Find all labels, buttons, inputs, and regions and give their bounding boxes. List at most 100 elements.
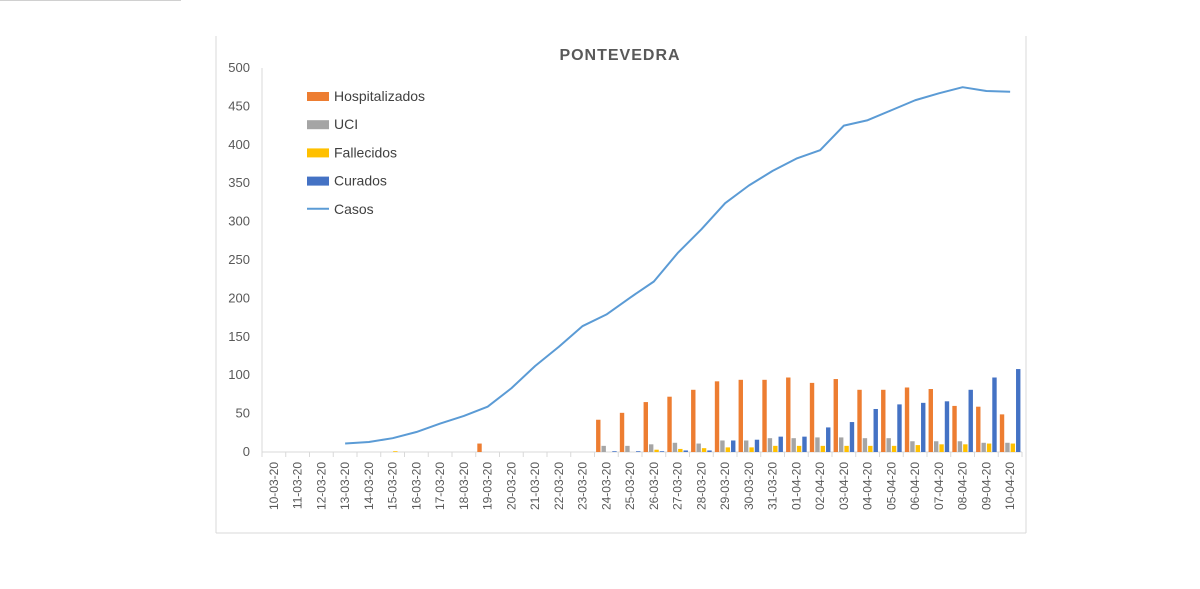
legend-label: Curados (334, 173, 387, 189)
x-tick-label: 17-03-20 (433, 462, 447, 510)
legend-swatch (307, 148, 329, 158)
bar-curados-06-04-20 (921, 402, 926, 452)
x-axis: 10-03-20 11-03-20 12-03-20 13-03-20 14-03-20… (261, 451, 1023, 510)
bar-uci-31-03-20 (767, 438, 773, 452)
bar-hospitalizados-03-04-20 (833, 379, 838, 452)
x-tick-label: 26-03-20 (647, 462, 661, 510)
bar-curados-03-04-20 (849, 422, 855, 452)
y-tick-label: 0 (243, 444, 250, 459)
bar-uci-25-03-20 (625, 445, 630, 452)
legend-item-uci: UCI (307, 116, 358, 132)
x-tick-label: 28-03-20 (694, 462, 708, 510)
y-tick-label: 300 (228, 214, 250, 229)
x-tick-label: 31-03-20 (766, 462, 780, 510)
legend-label: Fallecidos (334, 144, 397, 160)
bar-fallecidos-26-03-20 (654, 449, 659, 452)
bar-hospitalizados-19-03-20 (477, 443, 482, 452)
bar-curados-29-03-20 (731, 440, 736, 452)
bar-uci-27-03-20 (672, 442, 678, 452)
bar-uci-28-03-20 (696, 443, 701, 452)
bar-uci-06-04-20 (910, 441, 915, 452)
bar-hospitalizados-06-04-20 (904, 387, 910, 452)
bar-fallecidos-31-03-20 (773, 445, 778, 452)
bar-uci-08-04-20 (957, 441, 963, 452)
x-tick-label: 05-04-20 (884, 462, 898, 510)
bar-curados-28-03-20 (707, 450, 712, 452)
x-tick-label: 29-03-20 (718, 462, 732, 510)
x-tick-label: 19-03-20 (481, 462, 495, 510)
bar-uci-01-04-20 (791, 438, 796, 452)
bar-fallecidos-15-03-20 (393, 451, 398, 452)
legend-item-hospitalizados: Hospitalizados (307, 88, 425, 104)
bar-curados-30-03-20 (754, 439, 760, 452)
bar-fallecidos-01-04-20 (796, 445, 802, 452)
bar-curados-26-03-20 (659, 451, 665, 452)
legend-label: UCI (334, 116, 358, 132)
bar-curados-10-04-20 (1016, 369, 1021, 452)
y-tick-label: 200 (228, 290, 250, 305)
chart-border (216, 36, 1026, 533)
bar-fallecidos-04-04-20 (868, 445, 873, 452)
bar-hospitalizados-05-04-20 (881, 389, 886, 452)
y-tick-label: 400 (228, 137, 250, 152)
bar-uci-07-04-20 (933, 441, 939, 452)
x-tick-label: 14-03-20 (362, 462, 376, 510)
x-tick-label: 25-03-20 (623, 462, 637, 510)
bar-uci-03-04-20 (838, 437, 844, 452)
bar-uci-05-04-20 (886, 438, 891, 452)
x-tick-label: 12-03-20 (314, 462, 328, 510)
y-tick-label: 350 (228, 175, 250, 190)
bar-hospitalizados-28-03-20 (691, 389, 696, 452)
bar-series-group (393, 369, 1021, 452)
x-tick-label: 13-03-20 (338, 462, 352, 510)
x-tick-label: 21-03-20 (528, 462, 542, 510)
legend: Hospitalizados UCI Fallecidos Curados Casos (307, 88, 425, 217)
bar-fallecidos-03-04-20 (844, 445, 849, 452)
y-axis: 0 50 100 150 200 250 300 350 400 450 500 (228, 60, 263, 459)
bar-hospitalizados-04-04-20 (857, 389, 862, 452)
bar-fallecidos-28-03-20 (701, 448, 707, 452)
x-tick-label: 06-04-20 (908, 462, 922, 510)
bar-fallecidos-06-04-20 (915, 445, 921, 452)
bar-curados-08-04-20 (968, 389, 973, 452)
bar-curados-27-03-20 (683, 450, 688, 452)
legend-swatch (307, 176, 329, 186)
bar-curados-02-04-20 (826, 427, 831, 452)
x-tick-label: 20-03-20 (504, 462, 518, 510)
bar-curados-25-03-20 (636, 451, 641, 452)
bar-curados-01-04-20 (802, 436, 807, 452)
bar-uci-02-04-20 (815, 437, 820, 452)
legend-item-fallecidos: Fallecidos (307, 144, 397, 160)
x-tick-label: 24-03-20 (599, 462, 613, 510)
x-tick-label: 10-03-20 (267, 462, 281, 510)
line-series-group (345, 86, 1011, 445)
chart-title: PONTEVEDRA (559, 47, 680, 64)
x-tick-label: 11-03-20 (291, 462, 305, 509)
bar-curados-09-04-20 (992, 377, 997, 452)
bar-curados-24-03-20 (612, 451, 617, 452)
bar-hospitalizados-27-03-20 (667, 396, 672, 452)
bar-hospitalizados-29-03-20 (714, 381, 720, 452)
bar-hospitalizados-30-03-20 (738, 379, 743, 452)
legend-item-curados: Curados (307, 173, 387, 189)
bar-fallecidos-05-04-20 (891, 445, 897, 452)
x-tick-label: 23-03-20 (576, 462, 590, 510)
bar-uci-24-03-20 (601, 445, 606, 452)
bar-hospitalizados-09-04-20 (976, 406, 981, 452)
bar-fallecidos-10-04-20 (1010, 443, 1016, 452)
bar-curados-31-03-20 (778, 436, 783, 452)
y-tick-label: 100 (228, 367, 250, 382)
bar-fallecidos-30-03-20 (749, 447, 754, 452)
x-tick-label: 01-04-20 (789, 462, 803, 510)
y-tick-label: 50 (236, 406, 250, 421)
bar-curados-05-04-20 (897, 404, 902, 452)
x-tick-label: 22-03-20 (552, 462, 566, 510)
bar-uci-26-03-20 (648, 444, 654, 452)
bar-hospitalizados-10-04-20 (999, 414, 1005, 452)
x-tick-label: 02-04-20 (813, 462, 827, 510)
bar-uci-29-03-20 (720, 440, 725, 452)
bar-fallecidos-07-04-20 (939, 444, 944, 452)
x-tick-label: 04-04-20 (861, 462, 875, 510)
bar-fallecidos-29-03-20 (725, 447, 731, 452)
x-tick-label: 15-03-20 (386, 462, 400, 510)
